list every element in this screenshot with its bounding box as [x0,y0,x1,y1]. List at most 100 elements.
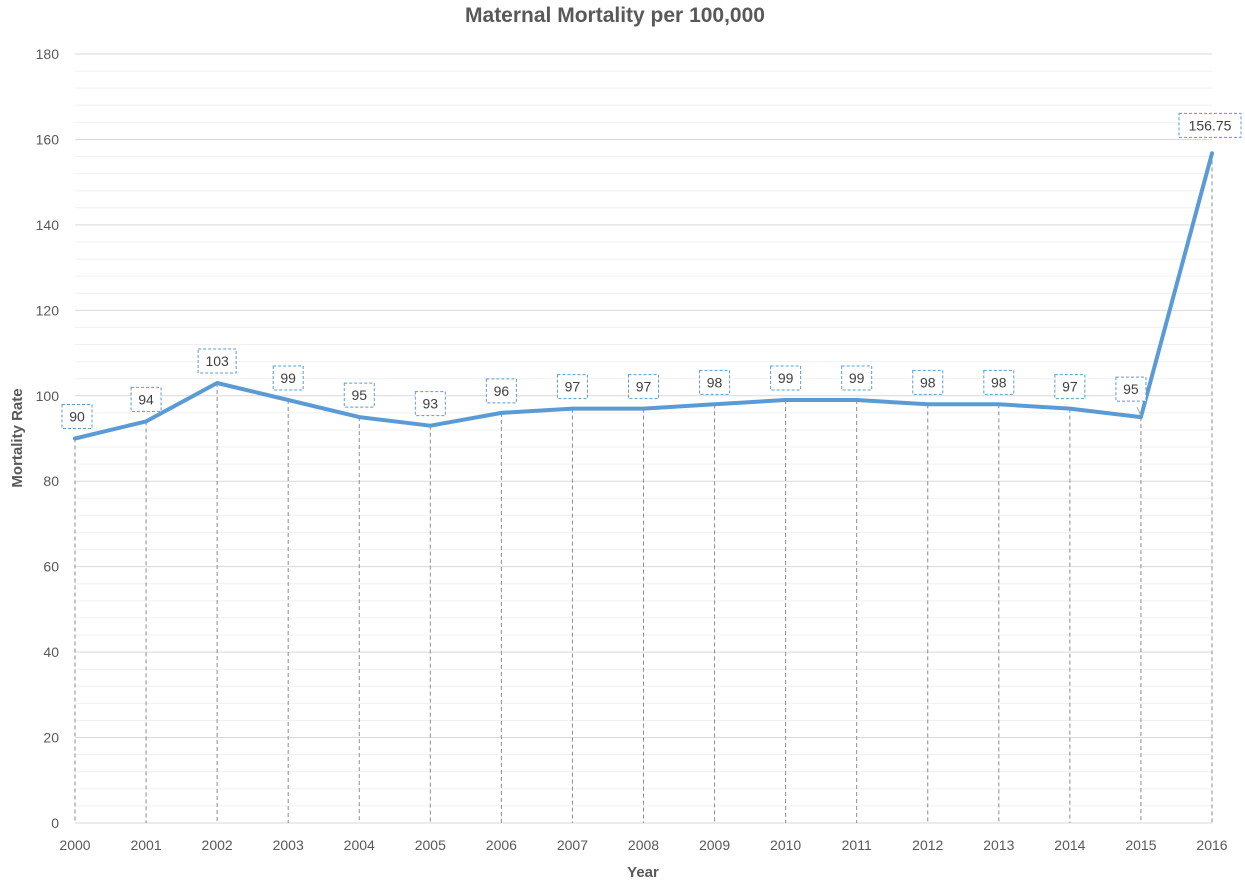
data-label: 98 [983,369,1015,395]
data-label-text: 99 [849,370,865,386]
data-label: 97 [1054,374,1086,400]
y-tick-label: 140 [36,217,60,233]
data-label-box [1115,376,1147,402]
data-label-text: 103 [205,353,229,369]
data-label-text: 93 [423,396,439,412]
leader-line [1136,406,1142,416]
data-point [285,397,291,403]
y-axis-ticks: 0 20 40 60 80 100 120 140 160 180 [36,46,60,831]
data-label-box [343,382,375,408]
x-tick-label: 2007 [557,837,588,853]
data-point [143,418,149,424]
y-tick-label: 60 [43,559,59,575]
x-tick-label: 2016 [1196,837,1227,853]
y-tick-label: 120 [36,302,60,318]
data-label: 95 [1115,376,1147,402]
data-label-text: 99 [778,370,794,386]
y-tick-label: 160 [36,131,60,147]
data-label: 97 [628,374,659,400]
data-label-text: 90 [69,409,85,425]
data-label-box [1054,374,1086,400]
data-label-box [628,374,659,400]
data-point [854,397,860,403]
y-tick-label: 20 [43,730,59,746]
x-tick-label: 2010 [770,837,801,853]
data-label-box [130,386,162,412]
data-label-text: 95 [1123,381,1139,397]
data-label-box [1178,112,1242,138]
data-label-box [912,369,944,395]
series-line [73,151,1214,441]
x-axis-label: Year [627,864,659,881]
data-label-box [61,404,93,429]
data-label-text: 97 [565,379,581,395]
x-tick-label: 2006 [486,837,517,853]
data-label: 99 [272,365,304,391]
data-label-text: 97 [636,379,652,395]
data-label: 90 [61,404,93,429]
x-tick-label: 2002 [202,837,233,853]
data-label-text: 97 [1062,379,1078,395]
x-tick-label: 2004 [344,837,375,853]
x-tick-label: 2014 [1054,837,1085,853]
data-label: 95 [343,382,375,408]
x-tick-label: 2011 [842,837,872,853]
data-label-text: 156.75 [1189,117,1232,133]
data-label-box [556,374,588,400]
data-label-box [699,369,731,395]
series-layer [72,150,1215,442]
x-tick-label: 2005 [415,837,446,853]
data-point [996,401,1002,407]
data-label: 94 [130,386,162,412]
x-tick-label: 2001 [130,837,161,853]
data-label: 156.75 [1178,112,1242,138]
y-tick-label: 0 [51,815,59,831]
y-tick-label: 100 [36,388,60,404]
data-point [641,406,647,412]
data-point [925,401,931,407]
x-tick-label: 2015 [1125,837,1156,853]
data-label-text: 94 [138,391,154,407]
y-tick-label: 180 [36,46,60,62]
data-label-box [414,391,446,417]
y-tick-label: 80 [43,473,59,489]
data-label: 99 [770,365,802,391]
data-point [569,406,575,412]
data-point [72,436,78,442]
data-label-text: 99 [280,370,296,386]
data-label: 97 [556,374,588,400]
data-point [1209,150,1215,156]
x-tick-label: 2009 [699,837,730,853]
data-label-text: 95 [351,387,367,403]
data-label: 98 [912,369,944,395]
data-point [498,410,504,416]
data-label-text: 96 [494,383,510,399]
data-labels: 90 94 103 99 95 93 96 97 97 98 99 99 98 98 97 95 156.75 [61,112,1242,429]
data-label-box [983,369,1015,395]
data-label-box [770,365,802,391]
x-tick-label: 2012 [912,837,943,853]
x-tick-label: 2000 [59,837,90,853]
data-label-text: 98 [707,374,723,390]
data-point [427,423,433,429]
data-label-box [197,348,237,374]
data-point [214,380,220,386]
data-label-box [841,365,873,391]
data-point [1067,406,1073,412]
x-axis-ticks: 2000 2001 2002 2003 2004 2005 2006 2007 2008 2009… [59,837,1227,853]
drop-lines [74,153,1213,823]
data-point [712,401,718,407]
data-label: 99 [841,365,873,391]
chart-title: Maternal Mortality per 100,000 [465,4,765,27]
data-label-box [485,378,517,404]
data-point [356,414,362,420]
data-label-text: 98 [991,374,1007,390]
data-label-text: 98 [920,374,936,390]
data-label: 93 [414,391,446,417]
x-tick-label: 2008 [628,837,659,853]
data-label: 98 [699,369,731,395]
y-axis-label: Mortality Rate [9,388,26,487]
data-label-box [272,365,304,391]
y-tick-label: 40 [43,644,59,660]
